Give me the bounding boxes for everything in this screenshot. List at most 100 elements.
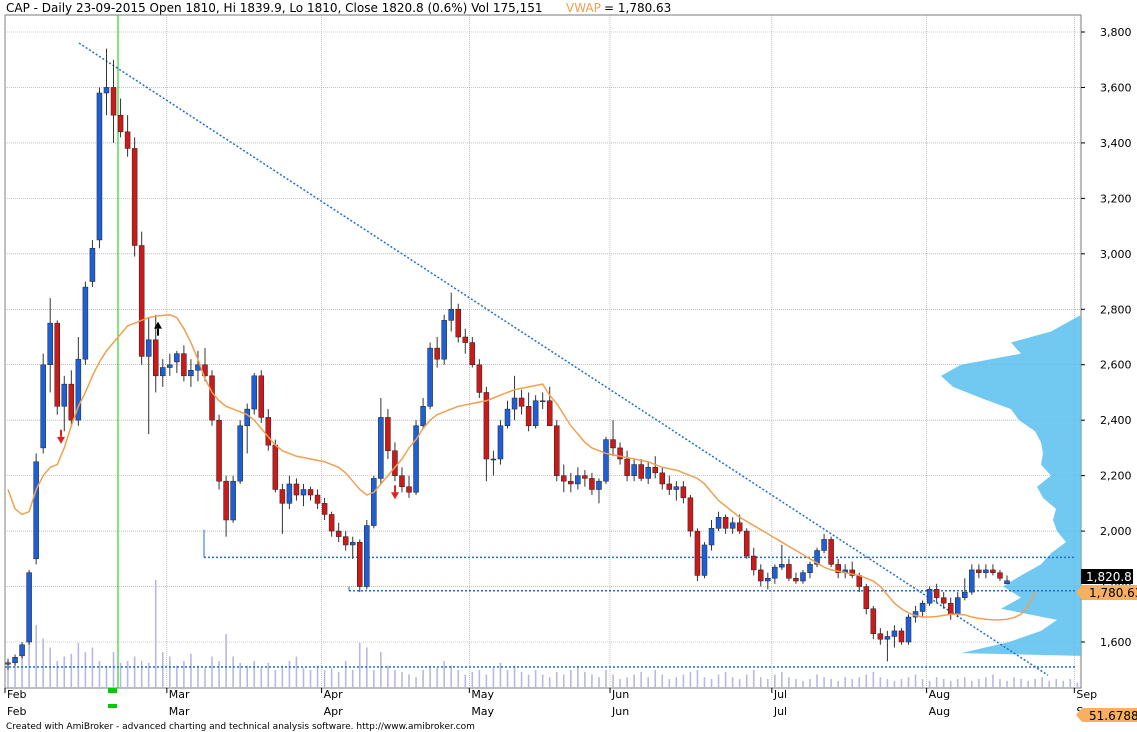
- cursor-marker: [108, 704, 117, 708]
- price-badge-bg: [1081, 569, 1133, 584]
- candle-body: [26, 572, 32, 643]
- volume-bar: [752, 670, 755, 688]
- volume-bar: [647, 677, 650, 688]
- candle-body: [406, 486, 412, 493]
- y-tick-label: 3,600: [1100, 81, 1132, 94]
- candle-body: [420, 406, 426, 426]
- volume-bar: [1076, 682, 1079, 688]
- x-tick-label: Mar: [169, 688, 190, 701]
- candle-body: [328, 514, 335, 532]
- volume-bar: [56, 661, 59, 688]
- candle-body: [539, 400, 546, 403]
- volume-bar: [281, 665, 284, 688]
- x-tick-label: Jun: [611, 705, 629, 718]
- x-tick-label: Jul: [773, 705, 787, 718]
- candle-body: [652, 467, 658, 474]
- volume-bar: [119, 662, 122, 688]
- candlesticks: [5, 48, 1010, 670]
- volume-bar: [337, 671, 340, 688]
- candle-body: [342, 536, 349, 546]
- volume-bar: [408, 674, 410, 688]
- candle-body: [82, 286, 89, 360]
- volume-bar: [358, 643, 361, 688]
- volume-bar: [619, 679, 621, 688]
- volume-bar: [1055, 679, 1058, 688]
- volume-bar: [42, 638, 44, 688]
- volume-bar: [985, 677, 987, 688]
- y-tick-label: 2,600: [1100, 359, 1132, 372]
- volume-bar: [429, 665, 431, 688]
- cursor-marker: [108, 688, 117, 693]
- y-tick-label: 2,000: [1100, 525, 1132, 538]
- volume-bar: [605, 670, 607, 688]
- candle-body: [47, 322, 53, 365]
- candle-body: [286, 483, 293, 504]
- volume-bar: [176, 665, 178, 688]
- volume-bar: [774, 674, 776, 688]
- volume-bar: [211, 656, 213, 688]
- candle-body: [736, 522, 743, 532]
- candle-body: [223, 480, 229, 521]
- vwap-badge: 1,780.63: [1089, 586, 1137, 600]
- x-tick-label: Aug: [929, 688, 950, 701]
- volume-bar: [830, 679, 832, 688]
- volume-bar: [204, 668, 206, 688]
- volume-bar: [675, 677, 678, 688]
- volume-bar: [865, 674, 868, 688]
- volume-bar: [457, 670, 460, 688]
- volume-bar: [1006, 680, 1008, 688]
- candle-body: [174, 353, 180, 363]
- candle-body: [976, 569, 982, 573]
- x-tick-label: Jun: [611, 688, 629, 701]
- candle-body: [427, 347, 433, 407]
- volume-bar: [1027, 680, 1029, 688]
- candle-body: [821, 539, 827, 551]
- candle-body: [863, 586, 870, 609]
- vwap-badge-bg: [1076, 585, 1137, 600]
- volume-bar: [471, 671, 474, 688]
- candle-body: [483, 392, 490, 460]
- volume-bar: [422, 670, 424, 688]
- candle-body: [399, 475, 405, 487]
- candle-body: [779, 564, 785, 568]
- volume-bar: [1041, 677, 1043, 688]
- candle-body: [61, 383, 68, 407]
- candle-body: [905, 616, 912, 643]
- volume-bar: [225, 634, 227, 688]
- volume-bar: [154, 580, 157, 688]
- volume-bar: [316, 665, 319, 688]
- volume-bar: [14, 662, 16, 688]
- x-tick-label: May: [471, 705, 494, 718]
- volume-bar: [640, 671, 642, 688]
- candle-body: [68, 383, 75, 421]
- candle-body: [772, 566, 778, 579]
- volume-bar: [886, 679, 889, 688]
- volume-bar: [759, 677, 762, 688]
- volume-bar: [443, 661, 445, 688]
- volume-bar: [541, 674, 544, 688]
- candle-body: [701, 544, 708, 576]
- volume-bar: [879, 677, 882, 688]
- candle-body: [497, 425, 504, 460]
- candle-body: [546, 400, 553, 426]
- candle-body: [715, 516, 722, 529]
- volume-bar: [689, 671, 692, 688]
- volume-bar: [274, 670, 277, 688]
- candle-body: [680, 486, 687, 499]
- candle-body: [990, 569, 996, 573]
- volume-bar: [837, 680, 839, 688]
- candle-body: [765, 577, 771, 582]
- candle-body: [54, 322, 60, 407]
- y-tick-label: 1,600: [1100, 636, 1132, 649]
- buy-arrow-icon: [154, 321, 162, 329]
- candle-body: [160, 367, 166, 377]
- candle-body: [596, 480, 602, 490]
- candle-body: [371, 478, 377, 526]
- candle-body: [568, 480, 574, 485]
- y-tick-label: 2,400: [1100, 414, 1132, 427]
- volume-bar: [126, 661, 129, 688]
- candle-body: [96, 92, 103, 241]
- candle-body: [708, 528, 715, 546]
- volume-bar: [450, 665, 453, 688]
